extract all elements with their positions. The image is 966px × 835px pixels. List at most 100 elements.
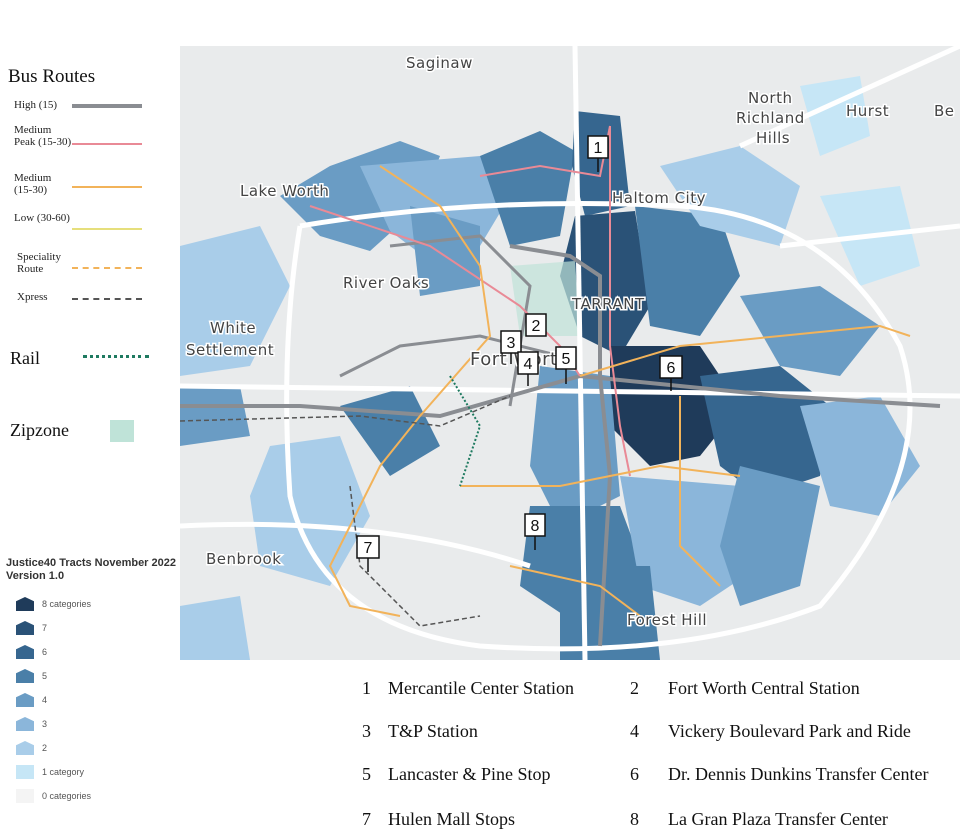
station-key-item: 4 Vickery Boulevard Park and Ride [630,721,911,742]
station-number: 7 [362,809,371,829]
legend-title: Bus Routes [8,66,96,87]
justice40-version: Version 1.0 [6,570,65,582]
svg-text:6: 6 [667,360,676,377]
justice40-label: 4 [42,695,48,705]
justice40-label: 1 category [42,767,85,777]
legend-route-speciality: Speciality Route [17,251,61,275]
justice40-swatch [16,717,34,731]
place-tarrant: TARRANT [571,295,645,313]
map-canvas: Saginaw North Richland Hills Hurst Be La… [180,46,960,660]
justice40-row: 5 [16,667,47,685]
station-number: 3 [362,721,371,741]
station-number: 1 [362,678,371,698]
place-saginaw: Saginaw [406,54,473,72]
place-benbrook: Benbrook [206,550,281,568]
place-river-oaks: River Oaks [343,274,429,292]
station-marker-6[interactable]: 6 [659,355,683,391]
place-hurst: Hurst [846,102,889,120]
place-lake-worth: Lake Worth [240,182,329,200]
transit-map[interactable]: Saginaw North Richland Hills Hurst Be La… [180,46,960,660]
census-tracts [180,76,920,660]
highways [180,46,960,660]
justice40-row: 8 categories [16,595,91,613]
justice40-swatch [16,789,34,803]
justice40-row: 6 [16,643,47,661]
station-name: Vickery Boulevard Park and Ride [668,721,911,741]
place-haltom-city: Haltom City [612,189,706,207]
legend-swatch-speciality [72,267,142,269]
justice40-row: 3 [16,715,47,733]
svg-text:4: 4 [524,356,533,373]
station-markers[interactable]: 1 2 3 4 5 6 7 [356,135,683,572]
justice40-label: 5 [42,671,48,681]
station-key-item: 8 La Gran Plaza Transfer Center [630,809,888,830]
legend-swatch-high [72,104,142,108]
svg-text:2: 2 [532,318,541,335]
legend-swatch-medium [72,186,142,188]
station-marker-7[interactable]: 7 [356,535,380,572]
legend-swatch-xpress [72,298,142,300]
place-labels: Saginaw North Richland Hills Hurst Be La… [185,53,956,631]
station-marker-5[interactable]: 5 [555,346,577,384]
station-number: 2 [630,678,639,698]
place-north-richland-3: Hills [756,129,790,147]
station-key-item: 1 Mercantile Center Station [362,678,574,699]
station-name: Mercantile Center Station [388,678,574,698]
place-white-settlement-2: Settlement [186,341,274,359]
station-marker-2[interactable]: 2 [525,313,547,337]
station-key-item: 5 Lancaster & Pine Stop [362,764,550,785]
station-marker-1[interactable]: 1 [587,135,609,172]
station-number: 5 [362,764,371,784]
justice40-label: 6 [42,647,48,657]
legend-swatch-rail [83,355,149,358]
svg-text:7: 7 [364,540,373,557]
svg-text:8: 8 [531,518,540,535]
station-name: Lancaster & Pine Stop [388,764,551,784]
svg-text:5: 5 [562,351,571,368]
place-north-richland-2: Richland [736,109,805,127]
station-name: La Gran Plaza Transfer Center [668,809,888,829]
justice40-swatch [16,765,34,779]
place-bedford: Be [934,102,955,120]
legend-route-medium-peak: Medium Peak (15-30) [14,124,72,148]
legend-swatch-medium-peak [72,143,142,145]
station-name: Fort Worth Central Station [668,678,860,698]
justice40-swatch [16,669,34,683]
place-forest-hill: Forest Hill [627,611,707,629]
svg-text:3: 3 [507,335,516,352]
justice40-swatch [16,621,34,635]
legend-route-high: High (15) [14,99,58,111]
legend-zipzone-label: Zipzone [10,420,69,440]
place-white-settlement-1: White [210,319,256,337]
legend-route-xpress: Xpress [17,291,48,303]
station-key: 1 Mercantile Center Station 2 Fort Worth C… [362,672,966,835]
map-legend: Bus Routes High (15) Medium Peak (15-30)… [0,0,180,835]
station-marker-8[interactable]: 8 [524,513,546,550]
legend-swatch-zipzone [110,420,134,442]
justice40-row: 7 [16,619,47,637]
station-key-item: 6 Dr. Dennis Dunkins Transfer Center [630,764,928,785]
svg-text:1: 1 [594,140,603,157]
station-number: 6 [630,764,639,784]
justice40-label: 8 categories [42,599,92,609]
justice40-row: 0 categories [16,787,91,805]
place-north-richland-1: North [748,89,792,107]
station-name: Hulen Mall Stops [388,809,516,829]
station-key-item: 3 T&P Station [362,721,478,742]
justice40-swatch [16,645,34,659]
station-key-item: 7 Hulen Mall Stops [362,809,515,830]
legend-rail-label: Rail [10,348,40,368]
station-marker-4[interactable]: 4 [517,351,539,386]
justice40-swatch [16,597,34,611]
justice40-swatch [16,693,34,707]
justice40-label: 7 [42,623,48,633]
justice40-label: 3 [42,719,48,729]
legend-route-medium: Medium (15-30) [14,172,52,196]
station-marker-3[interactable]: 3 [500,330,522,364]
station-name: T&P Station [388,721,478,741]
justice40-title: Justice40 Tracts November 2022 [6,557,176,569]
station-number: 8 [630,809,639,829]
justice40-row: 4 [16,691,47,709]
justice40-label: 2 [42,743,48,753]
station-number: 4 [630,721,639,741]
